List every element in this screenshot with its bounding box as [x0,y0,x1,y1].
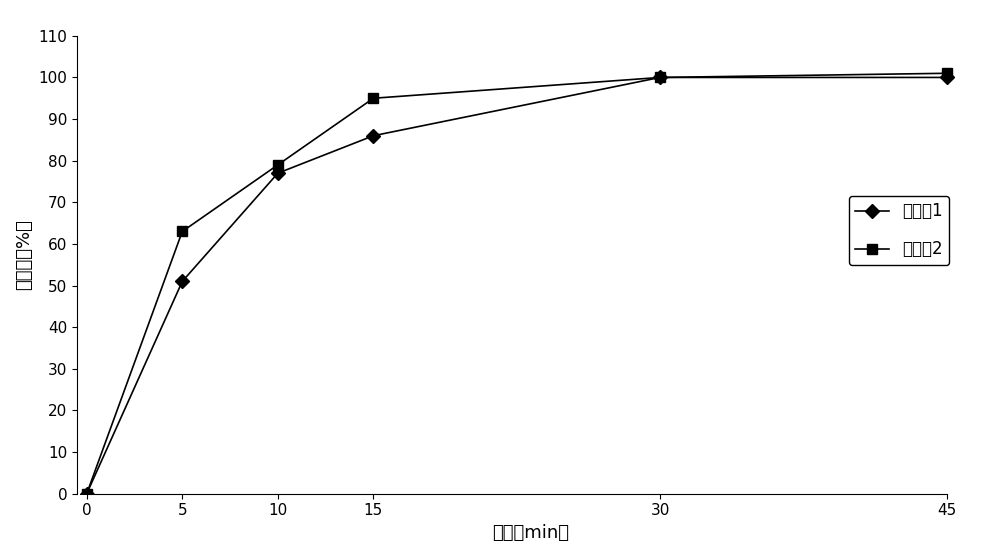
实施兡2 [941,70,953,77]
实施兡1 [272,170,284,177]
实施兡1 [176,278,188,285]
Legend: 实施兡1, 实施兡2: 实施兡1, 实施兡2 [849,196,949,265]
实施兡1 [81,490,93,497]
实施兡1 [941,74,953,81]
实施兡2 [272,162,284,168]
实施兡2 [81,490,93,497]
Line: 实施兡1: 实施兡1 [82,72,952,499]
实施兡2 [367,95,379,101]
实施兡1 [654,74,666,81]
实施兡1 [367,133,379,139]
Line: 实施兡2: 实施兡2 [82,69,952,499]
实施兡2 [654,74,666,81]
X-axis label: 时间（min）: 时间（min） [493,524,570,542]
实施兡2 [176,228,188,235]
Y-axis label: 溨出度（%）: 溨出度（%） [15,219,33,290]
